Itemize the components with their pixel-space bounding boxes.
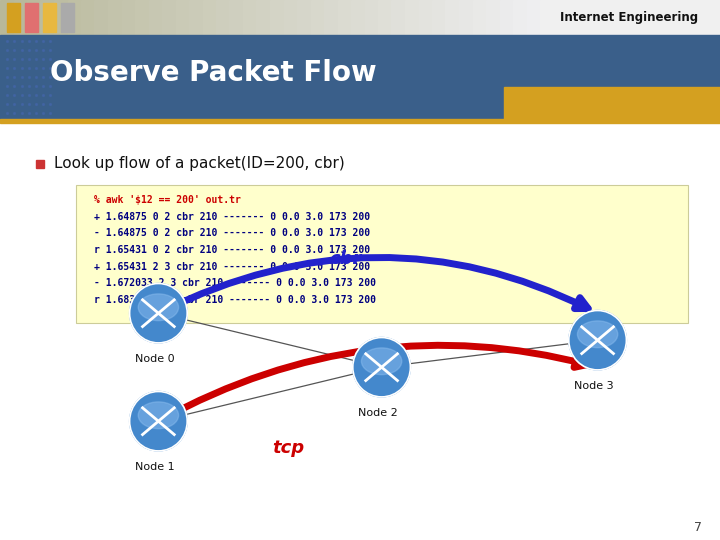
Ellipse shape bbox=[138, 294, 179, 321]
FancyBboxPatch shape bbox=[76, 185, 688, 323]
Text: Node 0: Node 0 bbox=[135, 354, 175, 364]
Bar bbox=[310, 0, 325, 35]
Bar bbox=[68, 0, 82, 35]
Bar bbox=[418, 0, 433, 35]
Bar bbox=[504, 87, 720, 119]
Text: - 1.672033 2 3 cbr 210 ------- 0 0.0 3.0 173 200: - 1.672033 2 3 cbr 210 ------- 0 0.0 3.0… bbox=[94, 279, 376, 288]
Text: + 1.65431 2 3 cbr 210 ------- 0 0.0 3.0 173 200: + 1.65431 2 3 cbr 210 ------- 0 0.0 3.0 … bbox=[94, 262, 370, 272]
Text: Observe Packet Flow: Observe Packet Flow bbox=[50, 59, 377, 87]
Bar bbox=[148, 0, 163, 35]
Text: Node 2: Node 2 bbox=[358, 408, 398, 418]
Bar bbox=[513, 0, 528, 35]
Bar bbox=[540, 0, 720, 35]
Text: Node 3: Node 3 bbox=[574, 381, 614, 391]
Bar bbox=[108, 0, 123, 35]
Bar bbox=[14, 0, 29, 35]
Bar bbox=[324, 0, 339, 35]
Bar bbox=[135, 0, 150, 35]
Bar bbox=[446, 0, 461, 35]
Bar bbox=[43, 3, 56, 32]
Bar bbox=[61, 3, 74, 32]
Text: 7: 7 bbox=[694, 521, 702, 534]
Text: Node 1: Node 1 bbox=[135, 462, 175, 472]
Bar bbox=[459, 0, 474, 35]
Bar bbox=[202, 0, 217, 35]
Bar bbox=[40, 0, 55, 35]
Bar bbox=[256, 0, 271, 35]
Text: Look up flow of a packet(ID=200, cbr): Look up flow of a packet(ID=200, cbr) bbox=[54, 156, 345, 171]
Bar bbox=[94, 0, 109, 35]
Bar bbox=[526, 0, 541, 35]
Bar bbox=[0, 119, 720, 123]
Bar bbox=[216, 0, 231, 35]
Ellipse shape bbox=[353, 338, 410, 397]
Bar bbox=[486, 0, 501, 35]
Bar bbox=[351, 0, 366, 35]
Bar bbox=[162, 0, 177, 35]
Bar bbox=[338, 0, 353, 35]
Bar bbox=[378, 0, 393, 35]
Text: tcp: tcp bbox=[272, 439, 304, 457]
Ellipse shape bbox=[130, 392, 187, 451]
Ellipse shape bbox=[130, 284, 187, 343]
Bar bbox=[81, 0, 96, 35]
Bar bbox=[243, 0, 258, 35]
Bar bbox=[0, 35, 720, 119]
Bar bbox=[230, 0, 244, 35]
Ellipse shape bbox=[569, 310, 626, 370]
Bar bbox=[27, 0, 42, 35]
Bar bbox=[270, 0, 285, 35]
Bar bbox=[122, 0, 137, 35]
Ellipse shape bbox=[577, 321, 618, 348]
Text: - 1.64875 0 2 cbr 210 ------- 0 0.0 3.0 173 200: - 1.64875 0 2 cbr 210 ------- 0 0.0 3.0 … bbox=[94, 228, 370, 238]
Bar bbox=[392, 0, 406, 35]
Bar bbox=[7, 3, 20, 32]
Text: cbr: cbr bbox=[330, 250, 361, 268]
Text: r 1.683153 2 3 cbr 210 ------- 0 0.0 3.0 173 200: r 1.683153 2 3 cbr 210 ------- 0 0.0 3.0… bbox=[94, 295, 376, 305]
Bar bbox=[364, 0, 379, 35]
Ellipse shape bbox=[138, 402, 179, 429]
Text: r 1.65431 0 2 cbr 210 ------- 0 0.0 3.0 173 200: r 1.65431 0 2 cbr 210 ------- 0 0.0 3.0 … bbox=[94, 245, 370, 255]
Bar bbox=[189, 0, 204, 35]
Bar bbox=[0, 0, 15, 35]
Bar bbox=[432, 0, 447, 35]
Text: Internet Engineering: Internet Engineering bbox=[560, 11, 698, 24]
Bar bbox=[500, 0, 515, 35]
Bar bbox=[472, 0, 487, 35]
Ellipse shape bbox=[361, 348, 402, 375]
Bar bbox=[284, 0, 299, 35]
Text: % awk '$12 == 200' out.tr: % awk '$12 == 200' out.tr bbox=[94, 195, 240, 205]
Bar bbox=[25, 3, 38, 32]
Bar bbox=[54, 0, 69, 35]
Bar bbox=[297, 0, 312, 35]
Bar bbox=[176, 0, 191, 35]
Text: + 1.64875 0 2 cbr 210 ------- 0 0.0 3.0 173 200: + 1.64875 0 2 cbr 210 ------- 0 0.0 3.0 … bbox=[94, 212, 370, 221]
Bar bbox=[405, 0, 420, 35]
